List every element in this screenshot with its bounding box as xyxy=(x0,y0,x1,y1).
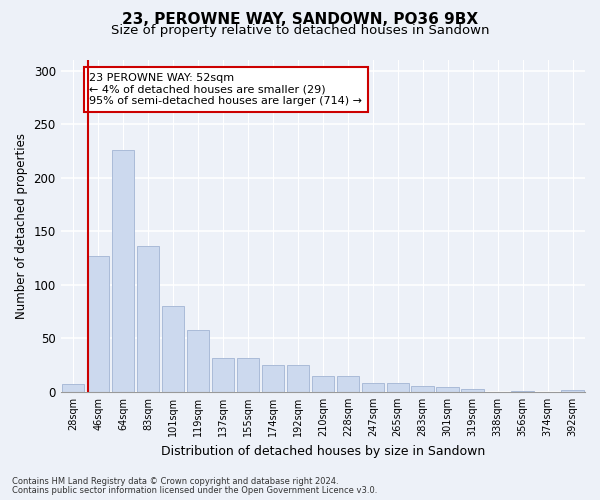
Bar xyxy=(436,386,459,392)
Bar xyxy=(412,386,434,392)
Bar xyxy=(137,246,159,392)
Bar xyxy=(236,358,259,392)
Bar xyxy=(337,376,359,392)
Text: Contains HM Land Registry data © Crown copyright and database right 2024.: Contains HM Land Registry data © Crown c… xyxy=(12,477,338,486)
X-axis label: Distribution of detached houses by size in Sandown: Distribution of detached houses by size … xyxy=(161,444,485,458)
Bar xyxy=(112,150,134,392)
Bar xyxy=(87,256,109,392)
Y-axis label: Number of detached properties: Number of detached properties xyxy=(15,133,28,319)
Text: Size of property relative to detached houses in Sandown: Size of property relative to detached ho… xyxy=(111,24,489,37)
Bar xyxy=(461,388,484,392)
Bar xyxy=(187,330,209,392)
Bar xyxy=(62,384,85,392)
Text: 23, PEROWNE WAY, SANDOWN, PO36 9BX: 23, PEROWNE WAY, SANDOWN, PO36 9BX xyxy=(122,12,478,28)
Bar xyxy=(162,306,184,392)
Bar xyxy=(262,365,284,392)
Bar xyxy=(386,384,409,392)
Bar xyxy=(362,384,384,392)
Text: 23 PEROWNE WAY: 52sqm
← 4% of detached houses are smaller (29)
95% of semi-detac: 23 PEROWNE WAY: 52sqm ← 4% of detached h… xyxy=(89,73,362,106)
Bar xyxy=(561,390,584,392)
Bar xyxy=(287,365,309,392)
Bar xyxy=(311,376,334,392)
Text: Contains public sector information licensed under the Open Government Licence v3: Contains public sector information licen… xyxy=(12,486,377,495)
Bar xyxy=(212,358,234,392)
Bar xyxy=(511,391,534,392)
